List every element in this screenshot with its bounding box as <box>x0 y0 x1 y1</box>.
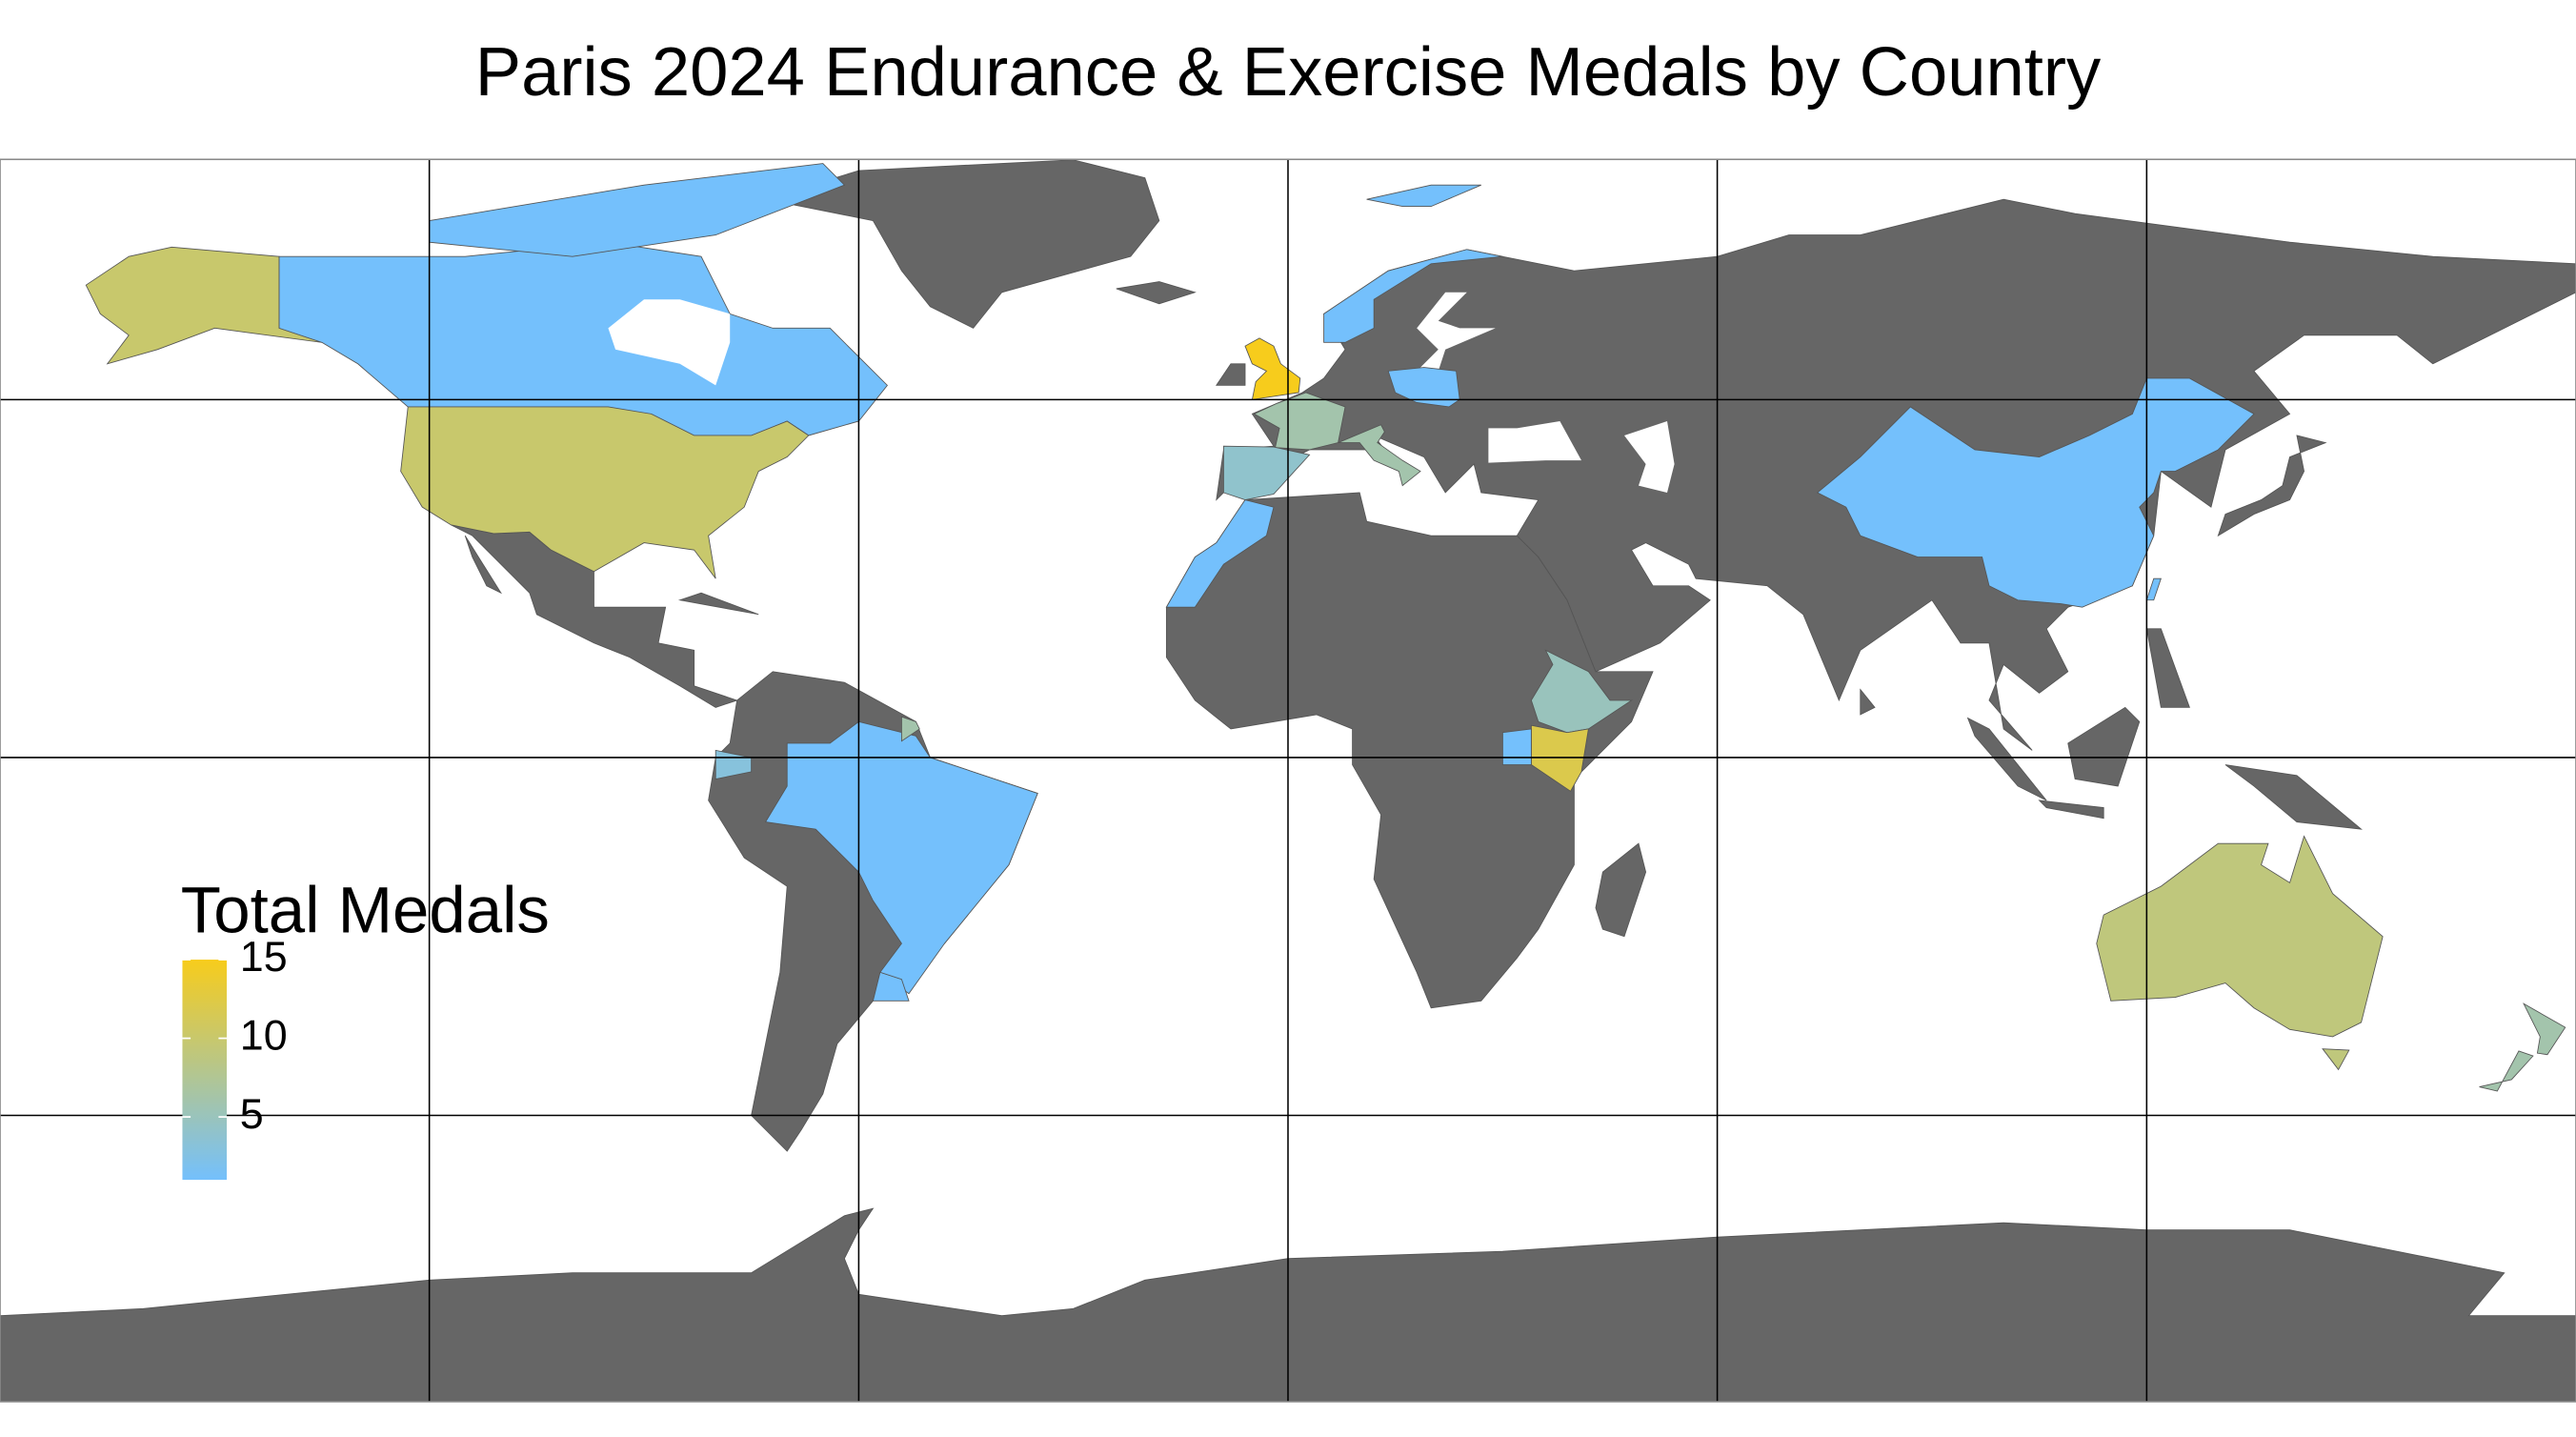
land-shape <box>1595 842 1647 938</box>
country <box>1244 337 1301 400</box>
country <box>1323 249 1503 343</box>
colorbar <box>182 960 228 1181</box>
country <box>2479 1050 2534 1092</box>
country <box>2145 577 2162 601</box>
water-shape <box>608 299 731 386</box>
country <box>1165 499 1275 608</box>
land-shape <box>464 535 503 595</box>
country <box>1501 728 1532 765</box>
country <box>764 720 1038 995</box>
country <box>1366 184 1481 208</box>
country <box>2096 835 2384 1038</box>
country <box>429 163 846 257</box>
land-shape <box>1116 281 1197 305</box>
land-shape <box>1860 688 1876 716</box>
country <box>1816 377 2255 608</box>
land-shape <box>2038 799 2104 820</box>
chart-title: Paris 2024 Endurance & Exercise Medals b… <box>475 33 2102 111</box>
country <box>400 406 810 579</box>
country <box>900 716 920 742</box>
land-shape <box>1966 717 2047 801</box>
country <box>872 971 910 1002</box>
country <box>85 246 323 365</box>
water-shape <box>1488 420 1581 463</box>
land-shape <box>2224 764 2363 830</box>
legend-tick-label: 15 <box>240 932 288 981</box>
country <box>1387 367 1460 408</box>
land-shape <box>2217 435 2327 537</box>
legend: Total Medals 5 10 15 <box>181 874 550 1181</box>
country <box>2523 1002 2566 1056</box>
legend-tick-label: 10 <box>240 1010 288 1059</box>
country <box>2322 1048 2350 1071</box>
legend-tick-label: 5 <box>240 1089 264 1138</box>
country <box>1338 424 1421 487</box>
land-shape <box>1216 363 1246 386</box>
legend-title: Total Medals <box>181 874 550 947</box>
water-shape <box>1417 292 1496 372</box>
graticule <box>0 158 2576 1403</box>
land-shape <box>2067 706 2141 787</box>
water-shape <box>1623 420 1675 493</box>
land-shape <box>677 592 759 616</box>
land-shape <box>2145 628 2190 708</box>
